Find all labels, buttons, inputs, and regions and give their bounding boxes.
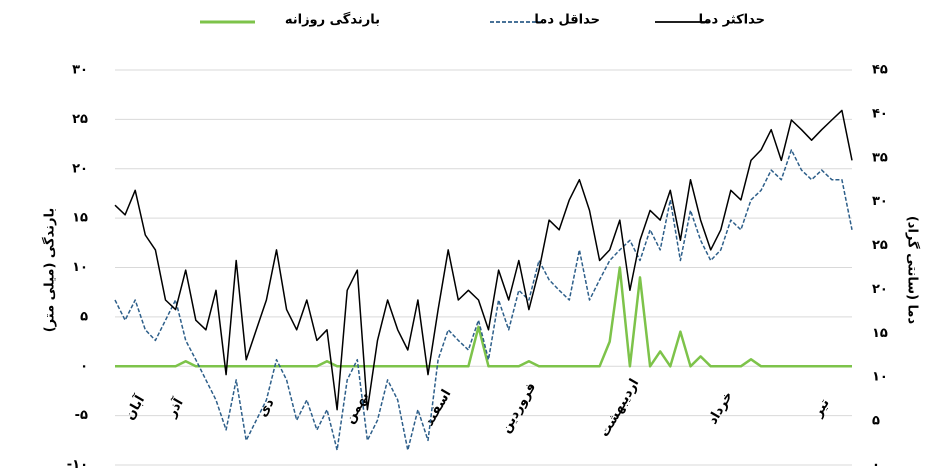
y-tick-label: ۲۰: [72, 161, 88, 176]
x-tick-label: خرداد: [705, 389, 736, 427]
x-tick-label: آذر: [162, 395, 187, 421]
y-tick-label: ۱۰: [72, 260, 88, 275]
y-tick-label: ۳۰: [72, 63, 88, 78]
x-tick-label: تیر: [810, 396, 833, 420]
series-line: [114, 109, 853, 411]
y2-tick-label: ۳۰: [872, 194, 888, 209]
y2-tick-label: ۲۵: [872, 238, 888, 253]
y2-tick-label: ۵: [872, 414, 880, 429]
y2-tick-label: ۱۰: [872, 370, 888, 385]
y2-tick-label: ۲۰: [872, 282, 888, 297]
legend-label: حداکثر دما: [699, 13, 765, 28]
series-line: [114, 149, 853, 451]
y2-tick-label: ۱۵: [872, 326, 888, 341]
series-line: [115, 266, 852, 368]
x-tick-label: اردیبهشت: [597, 376, 642, 439]
y2-tick-label: ۰: [872, 458, 880, 468]
y-tick-label: -۱۰: [67, 458, 88, 468]
y2-tick-label: ۴۰: [872, 106, 888, 121]
legend-label: بارندگی روزانه: [285, 12, 380, 28]
y-axis-label: بارندگی (میلی متر): [42, 208, 58, 333]
y-tick-label: -۵: [75, 408, 88, 423]
x-tick-label: آبان: [121, 392, 149, 423]
y-tick-label: ۵: [80, 309, 88, 324]
legend-label: حداقل دما: [534, 13, 600, 28]
x-tick-label: اسفند: [422, 387, 455, 429]
x-tick-label: فروردین: [498, 380, 539, 435]
y2-tick-label: ۳۵: [872, 150, 888, 165]
y-tick-label: ۱۵: [72, 211, 88, 226]
y2-tick-label: ۴۵: [872, 63, 888, 78]
y-tick-label: ۲۵: [72, 112, 88, 127]
y2-axis-label: دما (سانتی گراد): [905, 216, 921, 325]
y-tick-label: ۰: [80, 359, 88, 374]
